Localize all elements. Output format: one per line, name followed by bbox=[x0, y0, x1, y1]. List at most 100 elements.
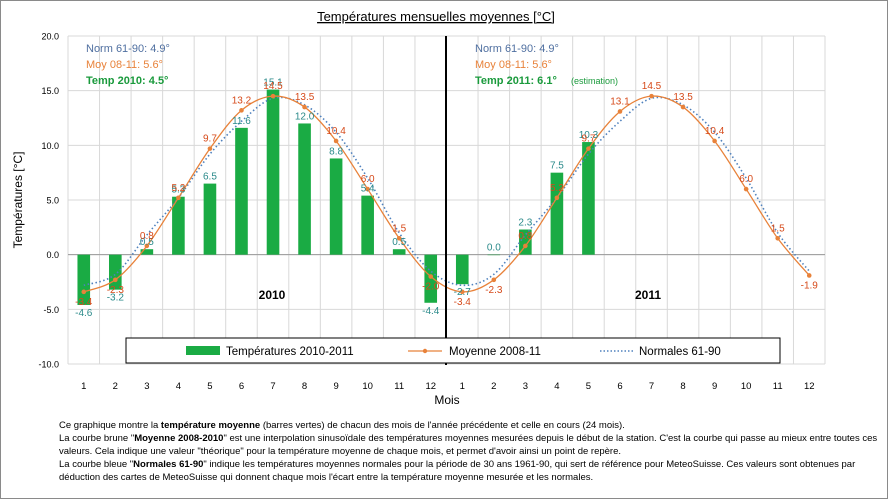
y-axis-label: Températures [°C] bbox=[11, 152, 25, 249]
x-tick-label: 8 bbox=[680, 381, 685, 392]
temperature-chart: Températures mensuelles moyennes [°C] 20… bbox=[11, 9, 826, 407]
moyenne-marker bbox=[365, 186, 370, 192]
x-tick-label: 3 bbox=[523, 381, 528, 392]
x-tick-label: 10 bbox=[362, 381, 373, 392]
bar-label: 8.8 bbox=[329, 146, 343, 157]
bar bbox=[140, 249, 154, 255]
moyenne-label: 0.8 bbox=[140, 231, 154, 242]
moyenne-label: 10.4 bbox=[326, 126, 346, 137]
x-tick-label: 2 bbox=[113, 381, 118, 392]
moyenne-label: 5.2 bbox=[171, 183, 185, 194]
left-temp-note: Temp 2010: 4.5° bbox=[86, 75, 168, 87]
bar bbox=[361, 195, 374, 255]
x-tick-label: 4 bbox=[554, 381, 559, 392]
moyenne-label: 6.0 bbox=[361, 174, 375, 185]
legend-norm-label: Normales 61-90 bbox=[639, 346, 721, 358]
y-tick-label: 5.0 bbox=[46, 196, 59, 206]
moyenne-label: 13.2 bbox=[232, 95, 252, 106]
chart-title: Températures mensuelles moyennes [°C] bbox=[317, 9, 555, 24]
description-line-3: La courbe bleue "Normales 61-90" indique… bbox=[59, 459, 856, 483]
bar bbox=[329, 158, 343, 255]
bar bbox=[298, 123, 311, 255]
moyenne-label: 0.8 bbox=[518, 231, 532, 242]
bar-label: -4.6 bbox=[75, 308, 93, 319]
legend-moy-marker bbox=[422, 348, 428, 354]
legend-bar-swatch bbox=[186, 346, 220, 355]
bar-label: 0.5 bbox=[392, 237, 406, 248]
legend-bar-label: Températures 2010-2011 bbox=[226, 346, 354, 358]
moyenne-label: -2.3 bbox=[107, 285, 125, 296]
bar-label: 2.3 bbox=[518, 218, 532, 229]
moyenne-label: 9.7 bbox=[581, 134, 595, 145]
bar bbox=[235, 127, 248, 255]
left-moy-note: Moy 08-11: 5.6° bbox=[86, 59, 163, 71]
x-tick-label: 11 bbox=[773, 381, 783, 392]
x-tick-label: 2 bbox=[491, 381, 496, 392]
bar-label: 5.3 bbox=[171, 185, 185, 196]
moyenne-label: -3.4 bbox=[75, 297, 93, 308]
y-tick-label: -5.0 bbox=[43, 305, 59, 315]
right-temp-note: Temp 2011: 6.1° bbox=[475, 75, 557, 87]
x-tick-label: 10 bbox=[741, 381, 752, 392]
moyenne-label: 13.5 bbox=[673, 92, 693, 103]
x-tick-label: 12 bbox=[804, 381, 815, 392]
moyenne-marker bbox=[459, 289, 465, 295]
description-line-1: Ce graphique montre la température moyen… bbox=[59, 420, 625, 431]
moyenne-label: 14.5 bbox=[263, 81, 283, 92]
left-norm-note: Norm 61-90: 4.9° bbox=[86, 43, 170, 55]
moyenne-marker bbox=[743, 186, 749, 192]
moyenne-marker bbox=[176, 195, 181, 201]
bars-group bbox=[77, 89, 595, 305]
right-norm-note: Norm 61-90: 4.9° bbox=[475, 43, 559, 55]
moyenne-marker bbox=[491, 277, 497, 283]
y-tick-label: -10.0 bbox=[38, 360, 59, 370]
bar-label: 0.5 bbox=[140, 237, 154, 248]
moyenne-marker bbox=[81, 289, 87, 295]
x-tick-label: 12 bbox=[425, 381, 436, 392]
x-tick-labels: 1 2 3 4 5 6 7 8 9 10 11 12 1 2 3 4 5 6 7 8 9 10 11 12 bbox=[81, 381, 814, 392]
moyenne-label: 1.5 bbox=[771, 223, 785, 234]
x-tick-label: 9 bbox=[712, 381, 717, 392]
x-tick-label: 9 bbox=[333, 381, 338, 392]
x-tick-label: 5 bbox=[586, 381, 591, 392]
moyenne-label: 14.5 bbox=[642, 81, 662, 92]
moyenne-marker bbox=[239, 108, 244, 113]
x-tick-label: 7 bbox=[270, 381, 275, 392]
moyenne-label: 9.7 bbox=[203, 134, 217, 145]
legend-box bbox=[125, 337, 781, 364]
x-tick-label: 7 bbox=[649, 381, 654, 392]
bar bbox=[582, 142, 595, 255]
y-tick-label: 15.0 bbox=[41, 86, 59, 96]
bar bbox=[455, 254, 469, 285]
right-moy-note: Moy 08-11: 5.6° bbox=[475, 59, 552, 71]
legend-moy-label: Moyenne 2008-11 bbox=[449, 346, 541, 358]
legend: Températures 2010-2011 Moyenne 2008-11 N… bbox=[125, 337, 781, 364]
moyenne-marker bbox=[554, 195, 560, 201]
moyenne-marker bbox=[806, 273, 812, 278]
year-2011-label: 2011 bbox=[635, 288, 661, 302]
x-tick-label: 8 bbox=[302, 381, 307, 392]
moyenne-marker bbox=[586, 146, 591, 151]
bar bbox=[203, 183, 217, 255]
grid-lines bbox=[67, 35, 826, 365]
bar bbox=[266, 89, 280, 255]
bar-label: 7.5 bbox=[550, 161, 564, 172]
x-tick-label: 6 bbox=[239, 381, 244, 392]
x-tick-label: 6 bbox=[617, 381, 622, 392]
y-tick-labels: 20.0 15.0 10.0 5.0 0.0 -5.0 -10.0 bbox=[38, 32, 59, 370]
bar-label: -2.7 bbox=[454, 287, 472, 298]
moyenne-label: -2.0 bbox=[422, 282, 440, 293]
moyenne-marker bbox=[428, 274, 434, 279]
moyenne-marker bbox=[680, 104, 686, 110]
description-line-2: La courbe brune "Moyenne 2008-2010" est … bbox=[59, 433, 878, 457]
moyenne-label: 6.0 bbox=[739, 174, 753, 185]
bar bbox=[109, 254, 122, 290]
moyenne-marker bbox=[649, 93, 654, 99]
moyenne-marker bbox=[523, 243, 528, 249]
moyenne-labels: -3.4 -2.3 0.8 5.2 9.7 13.2 14.5 13.5 10.4 6.0 1.5 -… bbox=[75, 81, 818, 308]
x-tick-label: 1 bbox=[81, 381, 86, 392]
moyenne-marker bbox=[775, 235, 780, 241]
x-tick-label: 4 bbox=[176, 381, 181, 392]
bar-label: 5.4 bbox=[361, 184, 375, 195]
chart-description: Ce graphique montre la température moyen… bbox=[59, 419, 879, 484]
